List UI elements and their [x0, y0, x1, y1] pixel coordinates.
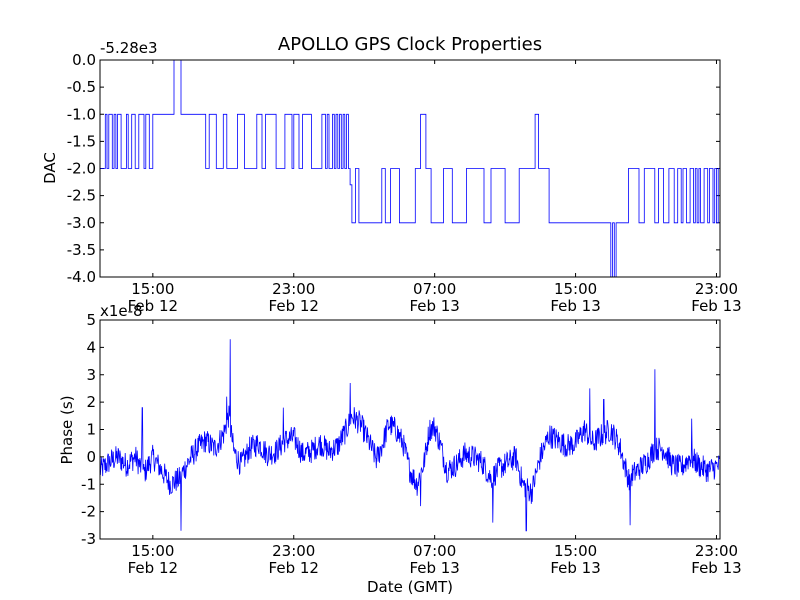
x-tick-label-time: 15:00: [131, 280, 174, 298]
x-tick-label-time: 23:00: [695, 542, 738, 560]
y-tick-label: -3: [81, 530, 96, 548]
y-tick-label: -1.5: [67, 132, 96, 150]
phase-series-line: [100, 339, 720, 532]
y-tick-label: -2.0: [67, 160, 96, 178]
x-tick-label-date: Feb 13: [550, 297, 600, 315]
x-tick-label-date: Feb 13: [691, 297, 741, 315]
x-tick-label-time: 15:00: [554, 542, 597, 560]
x-tick-label-time: 15:00: [131, 542, 174, 560]
y-tick-label: -3.5: [67, 241, 96, 259]
chart-title: APOLLO GPS Clock Properties: [278, 34, 542, 55]
x-tick-label-time: 15:00: [554, 280, 597, 298]
x-tick-label-time: 23:00: [272, 542, 315, 560]
y-tick-label: -4.0: [67, 268, 96, 286]
y-tick-label: -2: [81, 503, 96, 521]
y-tick-label: 3: [86, 366, 96, 384]
dac-ylabel: DAC: [41, 152, 59, 184]
dac-axis-ticks: 0.0 -0.5 -1.0 -1.5 -2.0 -2.5 -3.0 -3.5 -4.0 15:00…: [67, 51, 742, 315]
y-tick-label: -1.0: [67, 105, 96, 123]
x-tick-label-date: Feb 12: [128, 297, 178, 315]
x-tick-label-date: Feb 13: [409, 297, 459, 315]
dac-panel: -5.28e3 DAC 0.0 -0.5 -1.0 -1.5 -2.0 -2.5 -3.0 -…: [41, 39, 742, 315]
phase-plot-frame: [99, 319, 721, 540]
y-tick-label: -1: [81, 475, 96, 493]
phase-plot-area: [100, 320, 720, 539]
y-tick-label: -2.5: [67, 187, 96, 205]
y-tick-label: -0.5: [67, 78, 96, 96]
x-tick-label-date: Feb 13: [409, 559, 459, 577]
y-tick-label: 1: [86, 421, 96, 439]
y-tick-label: 2: [86, 393, 96, 411]
y-tick-label: 4: [86, 338, 96, 356]
x-tick-label-time: 23:00: [272, 280, 315, 298]
phase-ylabel: Phase (s): [58, 395, 76, 464]
x-tick-label-time: 23:00: [695, 280, 738, 298]
x-tick-label-time: 07:00: [413, 280, 456, 298]
phase-xlabel: Date (GMT): [367, 578, 453, 596]
y-tick-label: -3.0: [67, 214, 96, 232]
dac-series: [100, 60, 720, 277]
phase-series: [100, 339, 720, 532]
y-tick-label: 0.0: [72, 51, 96, 69]
x-tick-label-date: Feb 12: [128, 559, 178, 577]
phase-offset-text: x1e-8: [100, 302, 143, 320]
x-tick-label-date: Feb 13: [691, 559, 741, 577]
x-tick-label-date: Feb 13: [550, 559, 600, 577]
y-tick-label: 0: [86, 448, 96, 466]
y-tick-label: 5: [86, 311, 96, 329]
dac-plot-frame: [99, 59, 721, 278]
x-tick-label-date: Feb 12: [269, 559, 319, 577]
dac-plot-area: [100, 60, 720, 277]
dac-offset-text: -5.28e3: [100, 39, 158, 57]
x-tick-label-date: Feb 12: [269, 297, 319, 315]
x-tick-label-time: 07:00: [413, 542, 456, 560]
dac-series-line: [100, 60, 720, 277]
